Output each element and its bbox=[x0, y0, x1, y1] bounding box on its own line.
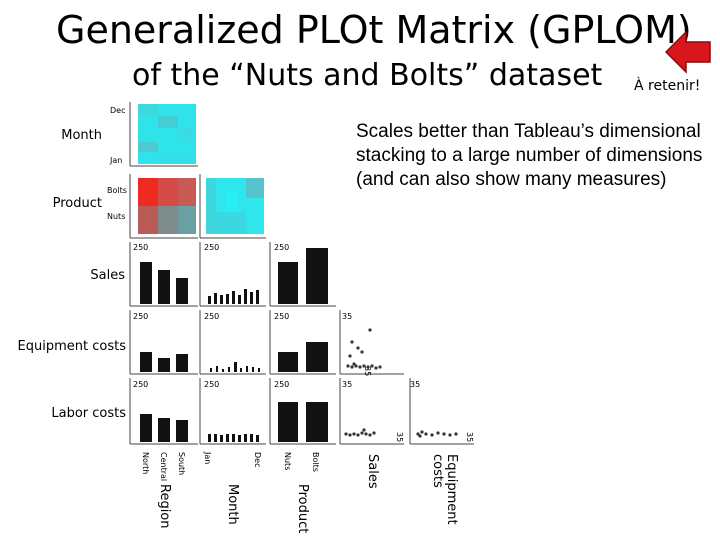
row-label-equipment-costs: Equipment costs bbox=[17, 339, 126, 354]
title-line-1: Generalized PLOt Matrix (GPLOM) bbox=[56, 8, 692, 52]
heatmap-month-region bbox=[138, 104, 196, 164]
col-tick-35: 35 bbox=[363, 366, 372, 377]
col-label-sales: Sales bbox=[365, 454, 380, 489]
tick-250: 250 bbox=[204, 380, 220, 389]
scatter-labor-sales bbox=[344, 428, 376, 437]
tick-jan: Jan bbox=[110, 156, 123, 165]
col-tick-north: North bbox=[141, 452, 150, 475]
bars-equipment-month bbox=[210, 362, 260, 372]
col-tick-central: Central bbox=[159, 452, 168, 482]
bars-sales-region bbox=[140, 262, 188, 304]
tick-bolts: Bolts bbox=[107, 186, 127, 195]
tick-250: 250 bbox=[274, 380, 290, 389]
tick-dec: Dec bbox=[110, 106, 126, 115]
col-tick-35: 35 bbox=[465, 432, 474, 443]
row-label-sales: Sales bbox=[90, 268, 125, 283]
heatmap-product-month bbox=[206, 178, 264, 234]
scatter-labor-equipment bbox=[416, 430, 458, 438]
row-label-product: Product bbox=[52, 196, 102, 211]
bars-equipment-product bbox=[278, 342, 328, 372]
bars-labor-product bbox=[278, 402, 328, 442]
bars-equipment-region bbox=[140, 352, 188, 372]
col-label-region: Region bbox=[157, 484, 172, 529]
col-tick-35: 35 bbox=[395, 432, 404, 443]
tick-35: 35 bbox=[410, 380, 421, 389]
bars-labor-region bbox=[140, 414, 188, 442]
tick-250: 250 bbox=[133, 312, 149, 321]
tick-nuts: Nuts bbox=[107, 212, 126, 221]
heatmap-product-region bbox=[138, 178, 196, 234]
tick-250: 250 bbox=[133, 243, 149, 252]
bars-labor-month bbox=[208, 434, 259, 442]
col-label-product: Product bbox=[295, 484, 310, 534]
tick-250: 250 bbox=[274, 243, 290, 252]
col-tick-jan: Jan bbox=[203, 452, 212, 465]
col-tick-south: South bbox=[177, 452, 186, 476]
tick-35: 35 bbox=[342, 312, 353, 321]
tick-250: 250 bbox=[204, 312, 220, 321]
col-label-equipment-costs: Equipment costs bbox=[430, 454, 459, 525]
col-label-month: Month bbox=[225, 484, 240, 525]
col-tick-dec: Dec bbox=[253, 452, 262, 468]
red-arrow-icon bbox=[664, 30, 711, 74]
tick-250: 250 bbox=[274, 312, 290, 321]
bars-sales-month bbox=[208, 289, 259, 304]
tick-250: 250 bbox=[133, 380, 149, 389]
bullet-text: Scales better than Tableau’s dimensional… bbox=[356, 121, 703, 190]
row-label-labor-costs: Labor costs bbox=[51, 406, 126, 421]
note-label: À retenir! bbox=[634, 78, 701, 94]
row-label-month: Month bbox=[61, 128, 102, 143]
tick-250: 250 bbox=[204, 243, 220, 252]
scatter-equipment-sales bbox=[346, 328, 382, 370]
title-line-2: of the “Nuts and Bolts” dataset bbox=[132, 58, 603, 93]
bars-sales-product bbox=[278, 248, 328, 304]
tick-35: 35 bbox=[342, 380, 353, 389]
col-tick-bolts: Bolts bbox=[311, 452, 320, 472]
col-tick-nuts: Nuts bbox=[283, 452, 292, 471]
